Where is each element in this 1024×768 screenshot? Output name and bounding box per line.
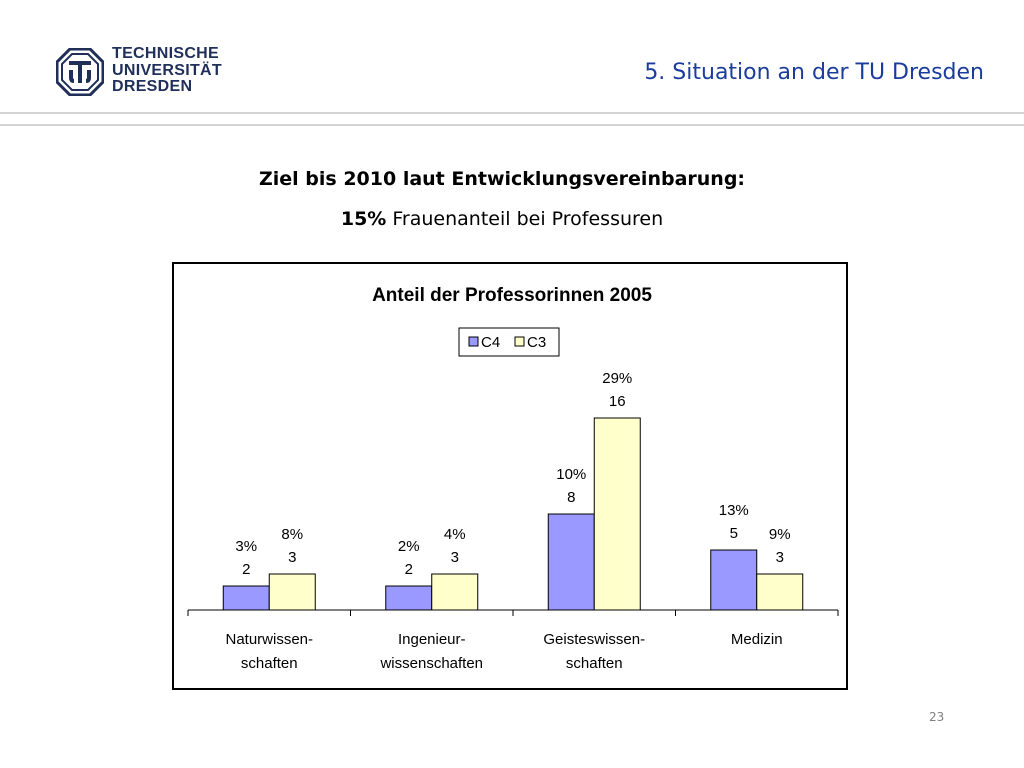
bar-c3-0 bbox=[268, 573, 316, 611]
data-label-value-c3-2: 16 bbox=[609, 393, 626, 410]
data-label-percent-c3-2: 29% bbox=[602, 370, 632, 387]
bar-c4-0 bbox=[222, 585, 270, 611]
bar-c4-2 bbox=[547, 513, 595, 611]
category-label-2-line-1: schaften bbox=[566, 655, 623, 672]
data-label-value-c4-1: 2 bbox=[405, 561, 413, 578]
tu-dresden-logo: TECHNISCHE UNIVERSITÄT DRESDEN bbox=[56, 45, 236, 102]
data-label-value-c3-0: 3 bbox=[288, 549, 296, 566]
data-label-percent-c3-0: 8% bbox=[281, 526, 303, 543]
data-label-value-c4-0: 2 bbox=[242, 561, 250, 578]
legend-swatch-c4 bbox=[468, 336, 479, 347]
data-label-percent-c4-1: 2% bbox=[398, 538, 420, 555]
slide-subheading: 15% Frauenanteil bei Professuren bbox=[0, 208, 1004, 230]
legend-label-c4: C4 bbox=[481, 334, 500, 351]
target-value: 15% bbox=[340, 208, 387, 230]
data-label-value-c4-3: 5 bbox=[730, 525, 738, 542]
data-label-value-c3-1: 3 bbox=[451, 549, 459, 566]
data-label-percent-c3-3: 9% bbox=[769, 526, 791, 543]
tu-dresden-emblem-icon bbox=[56, 48, 104, 96]
logo-wordmark: TECHNISCHE UNIVERSITÄT DRESDEN bbox=[112, 45, 242, 96]
bar-c3-1 bbox=[431, 573, 479, 611]
bar-c4-1 bbox=[385, 585, 433, 611]
slide-header-title: 5. Situation an der TU Dresden bbox=[644, 60, 984, 85]
bar-c4-3 bbox=[710, 549, 758, 611]
category-label-1-line-1: wissenschaften bbox=[379, 655, 483, 672]
chart-frame: Anteil der Professorinnen 2005 C4 C3 3% 2 8% 3… bbox=[172, 262, 848, 690]
chart-legend-box bbox=[458, 327, 560, 357]
category-label-0-line-0: Naturwissen- bbox=[225, 631, 313, 648]
category-label-0-line-1: schaften bbox=[241, 655, 298, 672]
bar-c3-3 bbox=[756, 573, 804, 611]
category-label-2-line-0: Geisteswissen- bbox=[543, 631, 645, 648]
page-number: 23 bbox=[929, 710, 945, 724]
logo-line-1: TECHNISCHE bbox=[112, 45, 220, 62]
header-divider-bottom bbox=[0, 124, 1024, 126]
bar-chart: Anteil der Professorinnen 2005 C4 C3 3% 2 8% 3… bbox=[187, 285, 839, 672]
category-label-3-line-0: Medizin bbox=[731, 631, 783, 648]
header-divider-top bbox=[0, 112, 1024, 114]
target-text: Frauenanteil bei Professuren bbox=[392, 208, 664, 230]
slide-heading: Ziel bis 2010 laut Entwicklungsvereinbar… bbox=[258, 168, 746, 190]
data-label-percent-c3-1: 4% bbox=[444, 526, 466, 543]
data-label-percent-c4-3: 13% bbox=[719, 502, 749, 519]
bar-c3-2 bbox=[593, 417, 641, 611]
data-label-value-c3-3: 3 bbox=[776, 549, 784, 566]
legend-label-c3: C3 bbox=[527, 334, 546, 351]
data-label-value-c4-2: 8 bbox=[567, 489, 575, 506]
logo-line-3: DRESDEN bbox=[112, 78, 193, 95]
logo-line-2: UNIVERSITÄT bbox=[112, 61, 222, 79]
data-label-percent-c4-0: 3% bbox=[235, 538, 257, 555]
category-label-1-line-0: Ingenieur- bbox=[398, 631, 466, 648]
data-label-percent-c4-2: 10% bbox=[556, 466, 586, 483]
legend-swatch-c3 bbox=[514, 336, 525, 347]
chart-title: Anteil der Professorinnen 2005 bbox=[372, 285, 652, 306]
